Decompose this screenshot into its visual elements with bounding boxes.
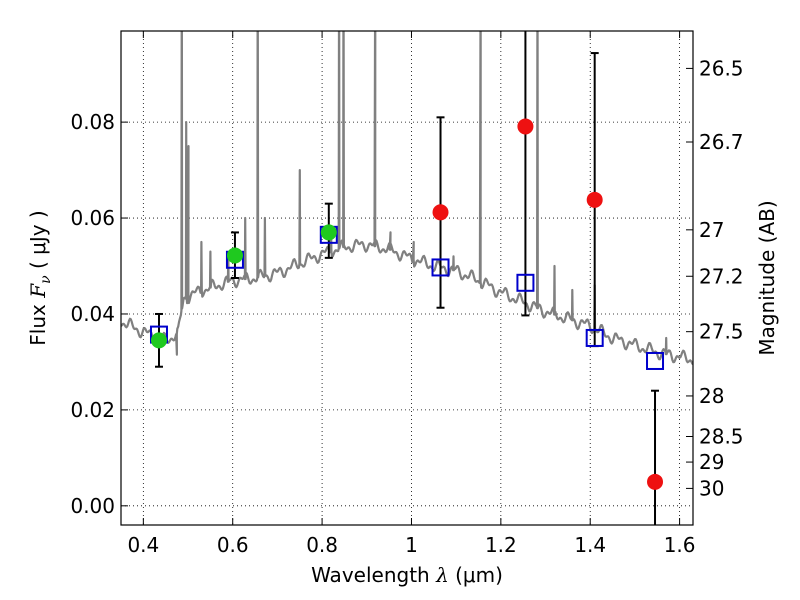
y-tick-label: 0.04 (70, 302, 115, 326)
y-tick-label: 0.00 (70, 494, 115, 518)
magnitude-tick-label: 26.5 (699, 56, 744, 80)
magnitude-axis-title: Magnitude (AB) (755, 200, 779, 355)
magnitude-tick-label: 27.5 (699, 320, 744, 344)
magnitude-tick-label: 27.2 (699, 264, 744, 288)
model-photometry-markers (149, 225, 665, 370)
observed-flux-point (586, 191, 603, 208)
model-photometry-square (585, 328, 604, 347)
magnitude-tick-label: 28 (699, 384, 724, 408)
magnitude-tick-label: 30 (699, 476, 724, 500)
x-tick-label: 1.2 (485, 533, 517, 557)
plot-frame (120, 30, 694, 526)
x-tick-label: 1 (405, 533, 418, 557)
x-axis-title: Wavelength λ (μm) (311, 563, 503, 587)
y-tick-label: 0.06 (70, 206, 115, 230)
plot-area (121, 31, 693, 525)
x-tick-label: 1.6 (664, 533, 696, 557)
model-photometry-square (431, 258, 450, 277)
x-tick-label: 1.4 (574, 533, 606, 557)
model-photometry-square (646, 351, 665, 370)
model-photometry-square (516, 273, 535, 292)
observed-flux-markers (150, 118, 664, 490)
observed-flux-point (432, 204, 449, 221)
y-tick-label: 0.08 (70, 110, 115, 134)
y-tick-label: 0.02 (70, 398, 115, 422)
observed-flux-point (226, 247, 243, 264)
y-axis-title: Flux Fν ( μJy ) (26, 210, 54, 345)
x-tick-label: 0.4 (127, 533, 159, 557)
magnitude-tick-label: 29 (699, 450, 724, 474)
plot-content (121, 31, 693, 525)
magnitude-tick-label: 27 (699, 218, 724, 242)
observed-flux-point (647, 473, 664, 490)
y-axis-ticks: 0.00 0.02 0.04 0.06 0.08 (70, 110, 128, 518)
x-axis-ticks: 0.4 0.6 0.8 1 1.2 1.4 1.6 (127, 31, 696, 557)
observed-flux-point (150, 332, 167, 349)
x-tick-label: 0.6 (217, 533, 249, 557)
grid-lines (121, 31, 693, 525)
x-tick-label: 0.8 (306, 533, 338, 557)
magnitude-tick-label: 28.5 (699, 424, 744, 448)
observed-flux-point (517, 118, 534, 135)
magnitude-tick-label: 26.7 (699, 130, 744, 154)
observed-flux-point (320, 224, 337, 241)
